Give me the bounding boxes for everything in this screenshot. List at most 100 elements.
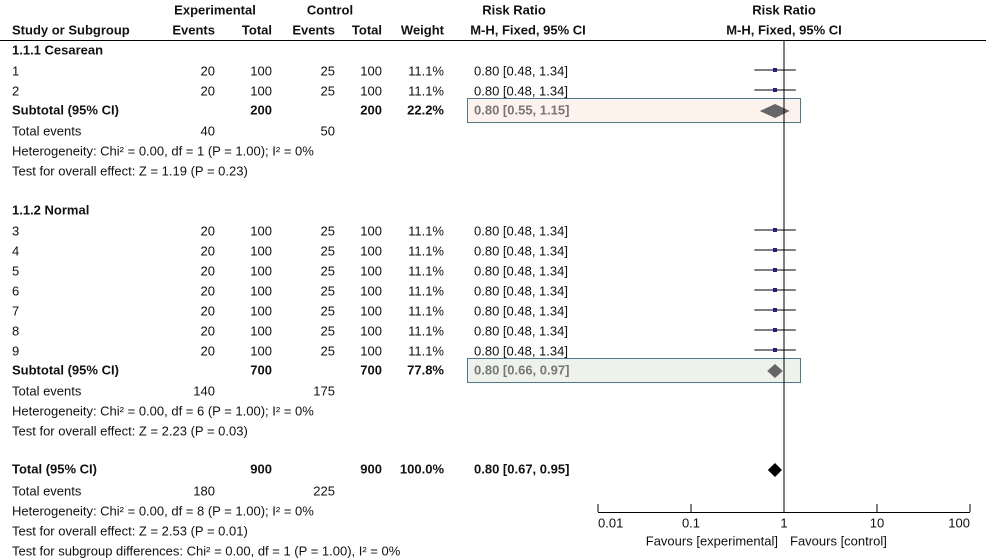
- ctl-total: 100: [360, 243, 382, 258]
- header: Risk Ratio: [752, 2, 816, 17]
- header: Risk Ratio: [482, 2, 546, 17]
- ctl-events: 25: [321, 343, 335, 358]
- ci-label: 0.80 [0.48, 1.34]: [474, 243, 568, 258]
- study-square: [772, 288, 777, 292]
- study-name: 3: [12, 223, 19, 238]
- study-square: [772, 228, 777, 232]
- weight: 11.1%: [408, 283, 444, 298]
- header: M-H, Fixed, 95% CI: [726, 22, 842, 37]
- diamond: [767, 463, 782, 477]
- events-label: Total events: [12, 123, 82, 138]
- ci-label: 0.80 [0.55, 1.15]: [474, 102, 569, 117]
- ctl-events: 50: [321, 123, 335, 138]
- events-label: Total events: [12, 383, 82, 398]
- ctl-total: 100: [360, 303, 382, 318]
- study-name: 6: [12, 283, 19, 298]
- overall-effect: Test for overall effect: Z = 2.23 (P = 0…: [12, 423, 248, 438]
- ctl-events: 225: [313, 483, 335, 498]
- exp-total: 100: [250, 283, 272, 298]
- ctl-total: 100: [360, 83, 382, 98]
- x-tick-label: 1: [780, 515, 787, 530]
- exp-total: 100: [250, 63, 272, 78]
- subgroup-test: Test for subgroup differences: Chi² = 0.…: [12, 543, 401, 558]
- exp-total: 100: [250, 263, 272, 278]
- study-square: [772, 68, 777, 72]
- header: Events: [172, 22, 215, 37]
- exp-events: 140: [193, 383, 215, 398]
- header: Events: [292, 22, 335, 37]
- header: Total: [352, 22, 382, 37]
- x-tick-label: 0.1: [682, 515, 700, 530]
- exp-total: 100: [250, 243, 272, 258]
- ctl-events: 25: [321, 63, 335, 78]
- ctl-total: 100: [360, 63, 382, 78]
- exp-total: 100: [250, 83, 272, 98]
- ctl-total: 200: [360, 102, 382, 117]
- weight: 11.1%: [408, 343, 444, 358]
- weight: 11.1%: [408, 303, 444, 318]
- study-name: 4: [12, 243, 19, 258]
- ctl-total: 100: [360, 223, 382, 238]
- ci-label: 0.80 [0.48, 1.34]: [474, 283, 568, 298]
- exp-events: 20: [201, 63, 215, 78]
- exp-events: 20: [201, 343, 215, 358]
- ci-label: 0.80 [0.48, 1.34]: [474, 263, 568, 278]
- x-tick-label: 0.01: [598, 515, 623, 530]
- ctl-events: 25: [321, 223, 335, 238]
- weight: 11.1%: [408, 323, 444, 338]
- exp-events: 20: [201, 323, 215, 338]
- ctl-events: 25: [321, 243, 335, 258]
- group-name: 1.1.2 Normal: [12, 202, 89, 217]
- ci-label: 0.80 [0.48, 1.34]: [474, 63, 568, 78]
- exp-total: 100: [250, 343, 272, 358]
- ci-label: 0.80 [0.48, 1.34]: [474, 343, 568, 358]
- exp-events: 180: [193, 483, 215, 498]
- weight: 11.1%: [408, 63, 444, 78]
- header: Total: [242, 22, 272, 37]
- heterogeneity: Heterogeneity: Chi² = 0.00, df = 8 (P = …: [12, 503, 314, 518]
- exp-total: 100: [250, 303, 272, 318]
- ctl-total: 100: [360, 343, 382, 358]
- study-square: [772, 328, 777, 332]
- heterogeneity: Heterogeneity: Chi² = 0.00, df = 6 (P = …: [12, 403, 314, 418]
- study-square: [772, 308, 777, 312]
- exp-total: 900: [250, 461, 272, 476]
- ctl-events: 25: [321, 323, 335, 338]
- ctl-events: 25: [321, 283, 335, 298]
- group-name: 1.1.1 Cesarean: [12, 42, 103, 57]
- ci-label: 0.80 [0.67, 0.95]: [474, 461, 569, 476]
- header: Weight: [401, 22, 445, 37]
- ctl-total: 100: [360, 283, 382, 298]
- weight: 11.1%: [408, 223, 444, 238]
- study-name: 9: [12, 343, 19, 358]
- header: Control: [307, 2, 353, 17]
- study-square: [772, 268, 777, 272]
- weight: 11.1%: [408, 83, 444, 98]
- summary-name: Subtotal (95% CI): [12, 102, 119, 117]
- heterogeneity: Heterogeneity: Chi² = 0.00, df = 1 (P = …: [12, 143, 314, 158]
- exp-total: 700: [250, 362, 272, 377]
- x-tick-label: 10: [870, 515, 884, 530]
- ctl-events: 25: [321, 263, 335, 278]
- exp-events: 20: [201, 263, 215, 278]
- header: M-H, Fixed, 95% CI: [470, 22, 586, 37]
- summary-name: Subtotal (95% CI): [12, 362, 119, 377]
- subtotal-box: [467, 358, 801, 383]
- study-square: [772, 248, 777, 252]
- study-square: [772, 348, 777, 352]
- weight: 22.2%: [407, 102, 444, 117]
- exp-events: 20: [201, 243, 215, 258]
- study-name: 5: [12, 263, 19, 278]
- subtotal-box: [467, 98, 801, 123]
- weight: 100.0%: [400, 461, 445, 476]
- x-tick-label: 100: [948, 515, 970, 530]
- favours-left: Favours [experimental]: [646, 533, 778, 548]
- study-name: 8: [12, 323, 19, 338]
- exp-total: 100: [250, 223, 272, 238]
- exp-events: 40: [201, 123, 215, 138]
- exp-total: 200: [250, 102, 272, 117]
- diamond: [767, 364, 783, 378]
- study-name: 1: [12, 63, 19, 78]
- overall-effect: Test for overall effect: Z = 2.53 (P = 0…: [12, 523, 248, 538]
